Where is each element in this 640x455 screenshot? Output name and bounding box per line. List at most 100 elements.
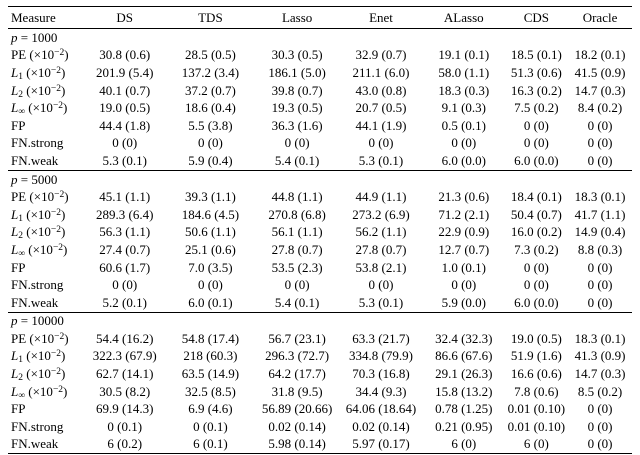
measure-subscript: ∞ xyxy=(18,107,26,118)
value-cell: 18.6 (0.4) xyxy=(184,100,236,116)
measure-exponent: −2 xyxy=(54,331,65,342)
value-cell: 0 (0) xyxy=(523,135,549,151)
data-row: FP 69.9 (14.3) 6.9 (4.6) 56.89 (20.66) 64.06… xyxy=(8,400,632,418)
data-row: FN.weak 5.3 (0.1) 5.9 (0.4) 5.4 (0.1) 5.3 (0… xyxy=(8,152,632,170)
measure-name: L xyxy=(11,224,19,240)
value-cell: 50.4 (0.7) xyxy=(510,206,562,222)
measure-name: FN.weak xyxy=(11,294,59,310)
value-cell: 5.5 (3.8) xyxy=(188,117,233,133)
value-cell: 27.4 (0.7) xyxy=(99,241,151,257)
value-cell: 0 (0) xyxy=(587,436,613,452)
value-cell: 0 (0) xyxy=(197,135,223,151)
measure-subscript: 1 xyxy=(18,213,23,224)
measure-cell: PE (×10−2) xyxy=(11,189,69,205)
value-cell: 36.3 (1.6) xyxy=(271,117,323,133)
measure-cell: L2 (×10−2) xyxy=(11,224,66,242)
value-cell: 201.9 (5.4) xyxy=(95,64,154,80)
table-body: p = 1000 PE (×10−2) 30.8 (0.6) 28.5 (0.5) 30… xyxy=(8,27,632,454)
value-cell: 32.4 (32.3) xyxy=(435,330,493,346)
data-row: L2 (×10−2) 62.7 (14.1) 63.5 (14.9) 64.2 (17… xyxy=(8,365,632,383)
value-cell: 8.8 (0.3) xyxy=(577,241,623,257)
value-cell: 6 (0) xyxy=(451,436,477,452)
value-cell: 184.6 (4.5) xyxy=(181,206,240,222)
measure-name: L xyxy=(11,348,19,364)
value-cell: 0.78 (1.25) xyxy=(435,401,493,417)
value-cell: 6.0 (0.0) xyxy=(514,294,559,310)
value-cell: 5.3 (0.1) xyxy=(358,294,404,310)
value-cell: 31.8 (9.5) xyxy=(271,383,323,399)
value-cell: 0.21 (0.95) xyxy=(435,418,493,434)
value-cell: 0 (0.1) xyxy=(107,418,143,434)
measure-subscript: 1 xyxy=(18,355,23,366)
measure-exponent: −2 xyxy=(50,83,62,94)
value-cell: 8.4 (0.2) xyxy=(577,100,623,116)
header-row: Measure DS TDS Lasso Enet ALasso CDS Oracle xyxy=(8,7,632,29)
column-header: Measure xyxy=(11,9,56,25)
data-row: L∞ (×10−2) 30.5 (8.2) 32.5 (8.5) 31.8 (9.5)… xyxy=(8,383,632,401)
measure-cell: FN.weak xyxy=(8,152,84,170)
column-header: TDS xyxy=(198,9,223,25)
measure-name: L xyxy=(11,82,19,98)
value-cell: 7.0 (3.5) xyxy=(188,259,233,275)
value-cell: 0 (0) xyxy=(284,135,310,151)
measure-exponent: −2 xyxy=(50,367,62,378)
section-row: p = 1000 xyxy=(8,27,632,47)
value-cell: 63.5 (14.9) xyxy=(181,366,240,382)
measure-exponent: −2 xyxy=(50,225,62,236)
value-cell: 20.7 (0.5) xyxy=(355,100,407,116)
value-cell: 0.01 (0.10) xyxy=(507,418,566,434)
value-cell: 0 (0) xyxy=(587,418,613,434)
measure-cell: L1 (×10−2) xyxy=(11,348,66,366)
data-row: FN.strong 0 (0.1) 0 (0.1) 0.02 (0.14) 0.02 (… xyxy=(8,418,632,436)
value-cell: 0 (0) xyxy=(587,135,613,151)
value-cell: 0.02 (0.14) xyxy=(268,418,326,434)
measure-exponent: −2 xyxy=(52,101,64,112)
value-cell: 70.3 (16.8) xyxy=(352,366,410,382)
column-header: DS xyxy=(116,9,134,25)
data-row: FN.weak 6 (0.2) 6 (0.1) 5.98 (0.14) 5.97 (0.… xyxy=(8,436,632,454)
value-cell: 50.6 (1.1) xyxy=(184,224,236,240)
value-cell: 211.1 (6.0) xyxy=(352,64,410,80)
value-cell: 56.7 (23.1) xyxy=(268,330,326,346)
value-cell: 44.4 (1.8) xyxy=(99,117,151,133)
measure-cell: FP xyxy=(8,117,84,135)
measure-cell: FP xyxy=(8,400,84,418)
value-cell: 22.9 (0.9) xyxy=(438,224,490,240)
value-cell: 5.4 (0.1) xyxy=(274,152,320,168)
value-cell: 322.3 (67.9) xyxy=(92,348,157,364)
value-cell: 0 (0) xyxy=(587,117,613,133)
value-cell: 21.3 (0.6) xyxy=(438,189,490,205)
value-cell: 56.3 (1.1) xyxy=(99,224,151,240)
value-cell: 41.7 (1.1) xyxy=(574,206,626,222)
value-cell: 44.9 (1.1) xyxy=(355,189,407,205)
value-cell: 0 (0) xyxy=(112,135,138,151)
value-cell: 0 (0.1) xyxy=(193,418,228,434)
value-cell: 19.0 (0.5) xyxy=(99,100,151,116)
value-cell: 9.1 (0.3) xyxy=(441,100,486,116)
section-row: p = 10000 xyxy=(8,311,632,331)
value-cell: 27.8 (0.7) xyxy=(355,241,407,257)
value-cell: 51.9 (1.6) xyxy=(510,348,562,364)
value-cell: 7.8 (0.6) xyxy=(514,383,559,399)
column-header: Lasso xyxy=(281,9,313,25)
value-cell: 32.9 (0.7) xyxy=(355,47,407,63)
table-header: Measure DS TDS Lasso Enet ALasso CDS Oracle xyxy=(8,7,632,29)
data-row: L∞ (×10−2) 19.0 (0.5) 18.6 (0.4) 19.3 (0.5)… xyxy=(8,99,632,117)
data-row: FN.strong 0 (0) 0 (0) 0 (0) 0 (0) 0 (0) 0 (0) 0… xyxy=(8,276,632,294)
value-cell: 53.8 (2.1) xyxy=(355,259,407,275)
data-row: L2 (×10−2) 40.1 (0.7) 37.2 (0.7) 39.8 (0.7)… xyxy=(8,82,632,100)
value-cell: 12.7 (0.7) xyxy=(438,241,490,257)
value-cell: 14.7 (0.3) xyxy=(574,366,626,382)
value-cell: 45.1 (1.1) xyxy=(99,189,151,205)
measure-exponent: −2 xyxy=(54,190,65,201)
value-cell: 5.3 (0.1) xyxy=(358,152,404,168)
measure-name: L xyxy=(11,100,19,116)
measure-exponent: −2 xyxy=(50,349,62,360)
value-cell: 7.5 (0.2) xyxy=(514,100,559,116)
section-param-var: p xyxy=(11,29,18,45)
value-cell: 5.98 (0.14) xyxy=(268,436,326,452)
value-cell: 6.0 (0.0) xyxy=(514,152,559,168)
column-header: Oracle xyxy=(582,9,618,25)
value-cell: 0.02 (0.14) xyxy=(352,418,410,434)
